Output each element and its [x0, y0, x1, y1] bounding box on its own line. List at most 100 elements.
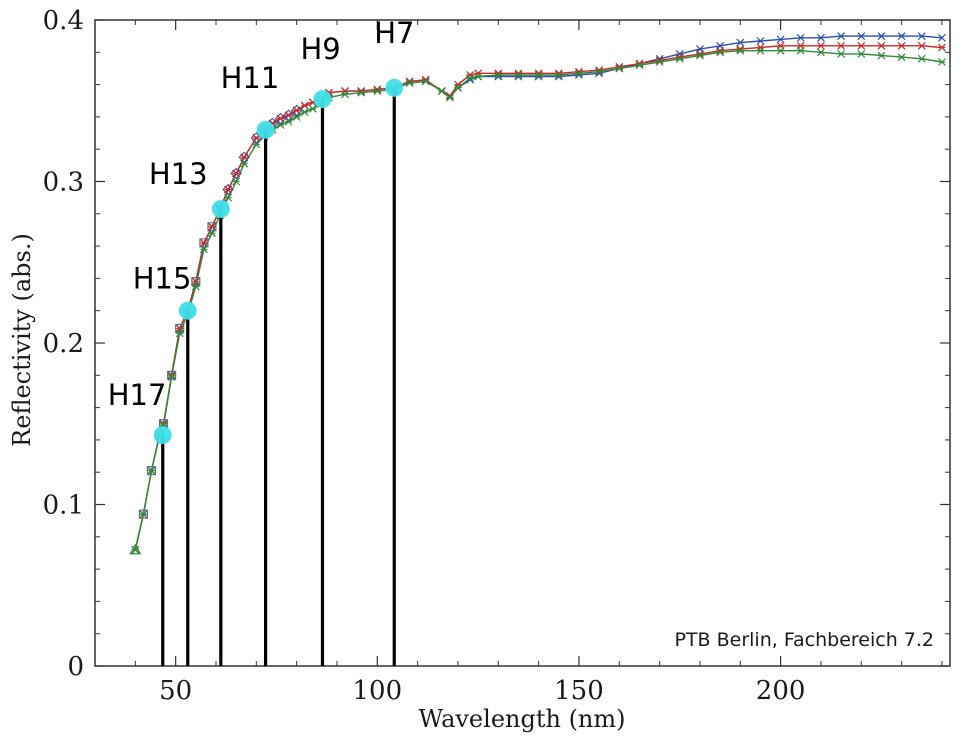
series-point: [494, 70, 503, 79]
y-axis-title: Reflectivity (abs.): [8, 233, 36, 447]
series-point: [575, 69, 583, 78]
x-tick-label: 150: [554, 676, 604, 706]
square-marker: [167, 370, 177, 380]
series-point: [494, 72, 503, 81]
series-layer: [129, 32, 946, 555]
square-marker: [138, 509, 148, 519]
series-point: [736, 38, 745, 47]
series-point: [857, 49, 866, 58]
series-point: [796, 33, 805, 42]
series-point: [147, 466, 156, 475]
series-point: [308, 104, 317, 113]
credit-annotation: PTB Berlin, Fachbereich 7.2: [674, 629, 934, 651]
series-point: [857, 32, 866, 41]
series-point: [917, 54, 926, 63]
series-point: [284, 117, 293, 126]
harmonic-marker: [313, 90, 332, 109]
x-axis-title: Wavelength (nm): [418, 705, 625, 733]
x-tick-label: 100: [352, 676, 402, 706]
series-point: [938, 58, 946, 66]
series-point: [776, 35, 785, 44]
y-tick-label: 0.3: [43, 168, 84, 198]
series-point: [756, 43, 765, 52]
series-point: [276, 121, 285, 129]
harmonic-marker: [211, 199, 230, 218]
series-point: [736, 46, 745, 55]
series-point: [938, 43, 946, 52]
series-point: [817, 48, 825, 57]
series-point: [595, 67, 604, 76]
diamond-marker: [238, 151, 250, 164]
series-point: [817, 33, 825, 42]
series-point: [466, 74, 474, 83]
series-point: [837, 32, 846, 41]
series-point: [175, 329, 184, 338]
series-point: [635, 61, 644, 70]
y-tick-label: 0.2: [43, 329, 84, 359]
series-line: [134, 35, 942, 550]
series-point: [897, 32, 906, 41]
x-tick-label: 50: [159, 676, 192, 706]
series-point: [224, 193, 233, 202]
series-line: [134, 50, 943, 550]
series-point: [756, 37, 765, 45]
harmonic-label: H17: [108, 378, 167, 412]
series-point: [877, 32, 886, 41]
x-tick-label: 200: [756, 676, 806, 706]
series-point: [696, 51, 704, 60]
series-point: [300, 101, 309, 110]
square-marker: [199, 238, 209, 248]
series-point: [938, 33, 946, 42]
series-point: [191, 282, 200, 291]
series-point: [897, 53, 906, 62]
series-point: [776, 46, 785, 55]
harmonic-marker: [256, 120, 275, 139]
series-point: [716, 48, 725, 57]
series-point: [615, 64, 624, 73]
y-tick-label: 0.4: [43, 6, 84, 36]
series-point: [437, 87, 446, 95]
harmonic-label: H9: [300, 32, 340, 66]
series-point: [534, 72, 543, 81]
series-point: [877, 41, 886, 50]
series-point: [474, 72, 483, 81]
series-point: [292, 112, 301, 121]
plot-frame: [94, 19, 951, 667]
harmonic-marker: [178, 301, 197, 320]
series-point: [837, 49, 846, 58]
series-point: [514, 72, 523, 81]
series-point: [454, 83, 462, 92]
series-point: [357, 88, 366, 97]
harmonic-label: H11: [221, 61, 280, 95]
series-point: [341, 90, 349, 99]
square-marker: [175, 323, 185, 334]
square-marker: [207, 222, 217, 232]
series-point: [300, 108, 309, 116]
harmonic-layer: H17 H15 H13 H11 H9 H7: [108, 16, 415, 666]
y-tick-label: 0.1: [43, 491, 84, 521]
harmonic-marker: [385, 78, 404, 97]
series-point: [554, 70, 563, 79]
square-marker: [191, 277, 201, 287]
diamond-marker: [274, 112, 287, 125]
series-point: [514, 70, 523, 79]
y-tick-label: 0: [67, 652, 84, 682]
series-line: [134, 45, 942, 550]
harmonic-label: H13: [149, 157, 208, 191]
series-point: [240, 159, 249, 168]
series-point: [917, 32, 926, 41]
series-point: [655, 58, 664, 66]
axis-ticks: 50 100 150 200 0 0.1 0.2 0.3 0.4: [43, 6, 950, 706]
series-point: [837, 41, 846, 50]
series-point: [877, 51, 886, 60]
series-point: [252, 140, 261, 149]
diamond-marker: [290, 104, 303, 117]
series-point: [232, 177, 241, 186]
series-point: [454, 80, 462, 89]
harmonic-label: H15: [133, 262, 192, 296]
series-point: [405, 79, 414, 87]
diamond-marker: [282, 109, 295, 122]
triangle-marker: [129, 543, 142, 555]
series-point: [917, 41, 926, 50]
